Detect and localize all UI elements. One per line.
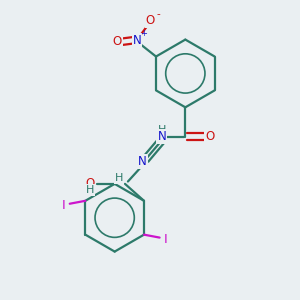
Text: +: + xyxy=(140,29,147,38)
Text: O: O xyxy=(85,177,94,190)
Text: O: O xyxy=(206,130,215,143)
Text: H: H xyxy=(115,173,123,183)
Text: I: I xyxy=(164,232,168,246)
Text: H: H xyxy=(158,125,166,135)
Text: O: O xyxy=(112,35,122,48)
Text: N: N xyxy=(133,34,141,47)
Text: N: N xyxy=(138,155,147,168)
Text: I: I xyxy=(61,199,65,212)
Text: O: O xyxy=(146,14,155,27)
Text: -: - xyxy=(157,9,160,19)
Text: N: N xyxy=(158,130,166,143)
Text: H: H xyxy=(85,185,94,195)
